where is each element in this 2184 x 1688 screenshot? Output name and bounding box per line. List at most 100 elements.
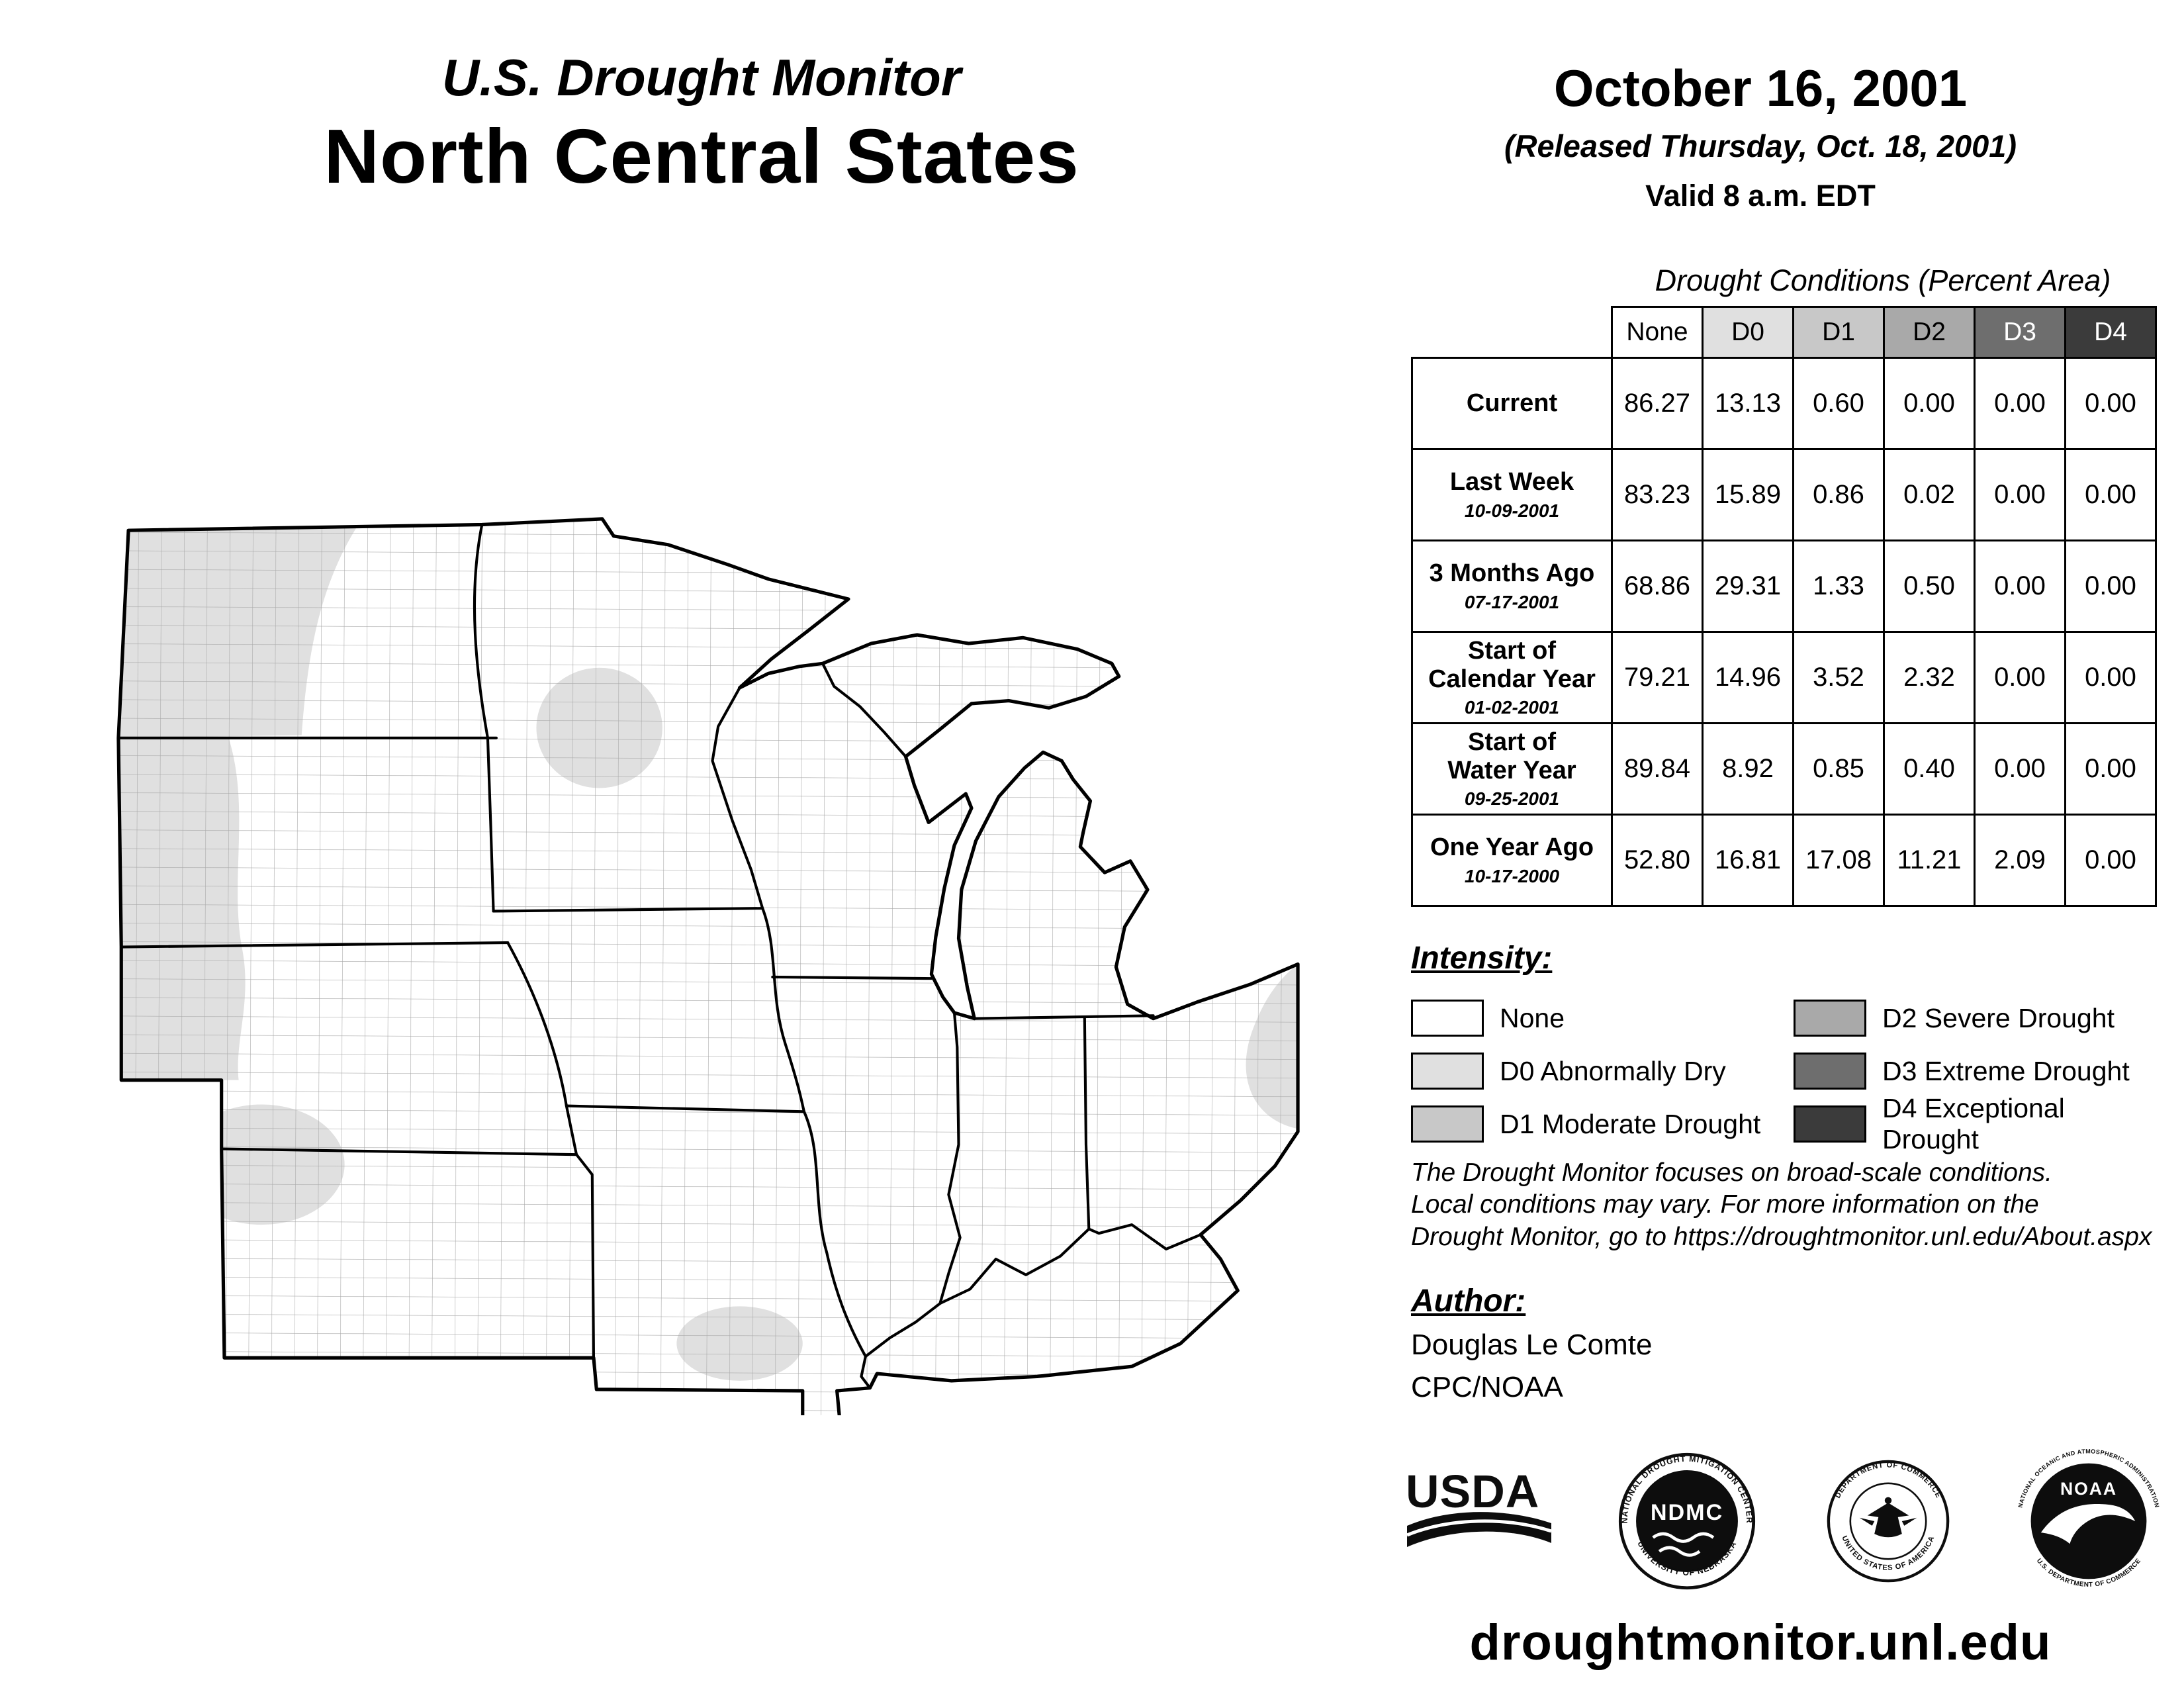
legend-swatch-d4 (1794, 1105, 1866, 1143)
value-cell: 8.92 (1702, 722, 1794, 816)
table-row-last-week: Last Week 10-09-2001 83.23 15.89 0.86 0.… (1411, 448, 2157, 541)
disclaimer-line: Drought Monitor, go to https://droughtmo… (1411, 1222, 2152, 1251)
legend-item-none: None (1411, 992, 1794, 1045)
noaa-disc (2030, 1463, 2147, 1579)
legend-label: D1 Moderate Drought (1500, 1108, 1761, 1139)
value-cell: 0.00 (2064, 722, 2157, 816)
map-title: U.S. Drought Monitor North Central State… (93, 48, 1310, 201)
value-cell: 52.80 (1611, 814, 1704, 907)
row-date: 10-09-2001 (1464, 500, 1560, 521)
usda-logo-text: USDA (1406, 1466, 1539, 1517)
table-row-start-calendar-year: Start of Calendar Year 01-02-2001 79.21 … (1411, 631, 2157, 724)
disclaimer-text: The Drought Monitor focuses on broad-sca… (1411, 1157, 2179, 1253)
row-label-cell: Current (1411, 357, 1613, 450)
row-label: One Year Ago (1430, 833, 1594, 862)
value-cell: 68.86 (1611, 539, 1704, 633)
value-cell: 0.00 (2064, 448, 2157, 541)
table-row-one-year-ago: One Year Ago 10-17-2000 52.80 16.81 17.0… (1411, 814, 2157, 907)
header-blank-cell (1412, 306, 1612, 358)
value-cell: 86.27 (1611, 357, 1704, 450)
value-cell: 14.96 (1702, 631, 1794, 724)
usda-swoosh-highlight (1406, 1519, 1552, 1537)
value-cell: 0.85 (1792, 722, 1885, 816)
value-cell: 2.09 (1974, 814, 2066, 907)
row-label-cell: Last Week 10-09-2001 (1411, 448, 1613, 541)
intensity-legend-title: Intensity: (1411, 941, 1553, 976)
value-cell: 0.00 (1974, 539, 2066, 633)
drought-conditions-table: None D0 D1 D2 D3 D4 Current 86.27 13.13 … (1411, 306, 2157, 907)
value-cell: 0.00 (1974, 448, 2066, 541)
legend-item-d2: D2 Severe Drought (1794, 992, 2159, 1045)
noaa-logo: NATIONAL OCEANIC AND ATMOSPHERIC ADMINIS… (2017, 1448, 2160, 1589)
value-cell: 83.23 (1611, 448, 1704, 541)
value-cell: 11.21 (1883, 814, 1976, 907)
value-cell: 0.02 (1883, 448, 1976, 541)
ndmc-logo-text: NDMC (1651, 1500, 1723, 1525)
noaa-bird (2040, 1504, 2136, 1544)
value-cell: 0.00 (2064, 814, 2157, 907)
value-cell: 0.00 (2064, 357, 2157, 450)
column-header-d3: D3 (1974, 306, 2066, 359)
row-label-2: Calendar Year (1428, 665, 1596, 693)
row-date: 09-25-2001 (1464, 788, 1560, 810)
ndmc-logo: NATIONAL DROUGHT MITIGATION CENTER UNIVE… (1619, 1452, 1756, 1590)
value-cell: 0.00 (1974, 357, 2066, 450)
legend-swatch-d0 (1411, 1053, 1484, 1090)
value-cell: 79.21 (1611, 631, 1704, 724)
release-date: (Released Thursday, Oct. 18, 2001) (1504, 128, 2017, 164)
author-block: Author: Douglas Le Comte CPC/NOAA (1411, 1283, 1652, 1404)
report-date: October 16, 2001 (1553, 59, 1968, 117)
legend-item-d1: D1 Moderate Drought (1411, 1098, 1794, 1150)
table-row-start-water-year: Start of Water Year 09-25-2001 89.84 8.9… (1411, 722, 2157, 816)
intensity-legend: None D0 Abnormally Dry D1 Moderate Droug… (1411, 992, 2159, 1154)
row-label-cell: Start of Calendar Year 01-02-2001 (1411, 631, 1613, 724)
value-cell: 3.52 (1792, 631, 1885, 724)
region-outline (116, 517, 1300, 1415)
legend-label: D0 Abnormally Dry (1500, 1055, 1726, 1086)
disclaimer-line: Local conditions may vary. For more info… (1411, 1190, 2039, 1219)
value-cell: 2.32 (1883, 631, 1976, 724)
value-cell: 0.00 (1974, 631, 2066, 724)
map-title-line2: North Central States (324, 113, 1079, 199)
state-borders (116, 523, 1203, 1389)
value-cell: 15.89 (1702, 448, 1794, 541)
north-central-states-map (116, 517, 1300, 1415)
row-label: Last Week (1449, 468, 1574, 496)
table-row-current: Current 86.27 13.13 0.60 0.00 0.00 0.00 (1411, 357, 2157, 450)
value-cell: 1.33 (1792, 539, 1885, 633)
author-org: CPC/NOAA (1411, 1371, 1563, 1403)
row-label: 3 Months Ago (1429, 559, 1595, 588)
row-label-cell: 3 Months Ago 07-17-2001 (1411, 539, 1613, 633)
column-header-d1: D1 (1792, 306, 1885, 359)
row-label-cell: Start of Water Year 09-25-2001 (1411, 722, 1613, 816)
author-name: Douglas Le Comte (1411, 1329, 1653, 1361)
author-title: Author: (1411, 1284, 1526, 1319)
row-label: Start of (1468, 636, 1556, 665)
legend-item-d0: D0 Abnormally Dry (1411, 1045, 1794, 1098)
legend-label: D3 Extreme Drought (1882, 1055, 2130, 1086)
value-cell: 0.60 (1792, 357, 1885, 450)
ndmc-waves (1652, 1532, 1715, 1557)
legend-swatch-d2 (1794, 1000, 1866, 1037)
row-date: 01-02-2001 (1464, 697, 1560, 718)
row-label: Current (1466, 389, 1558, 418)
row-date: 07-17-2001 (1464, 591, 1560, 612)
row-label: Start of (1468, 727, 1556, 756)
value-cell: 0.00 (1883, 357, 1976, 450)
table-row-3-months-ago: 3 Months Ago 07-17-2001 68.86 29.31 1.33… (1411, 539, 2157, 633)
agency-logos: USDA NATIONAL DROUGHT MITIGATION CENTER … (1403, 1438, 2164, 1605)
disclaimer-line: The Drought Monitor focuses on broad-sca… (1411, 1158, 2053, 1187)
column-header-d0: D0 (1702, 306, 1794, 359)
value-cell: 0.00 (2064, 631, 2157, 724)
value-cell: 0.50 (1883, 539, 1976, 633)
ndmc-inner-disc (1636, 1470, 1739, 1572)
column-header-d2: D2 (1883, 306, 1976, 359)
legend-swatch-none (1411, 1000, 1484, 1037)
value-cell: 0.86 (1792, 448, 1885, 541)
row-date: 10-17-2000 (1464, 865, 1560, 886)
legend-label: D4 Exceptional Drought (1882, 1093, 2065, 1154)
value-cell: 0.40 (1883, 722, 1976, 816)
commerce-eagle (1859, 1497, 1917, 1538)
column-header-none: None (1611, 306, 1704, 359)
